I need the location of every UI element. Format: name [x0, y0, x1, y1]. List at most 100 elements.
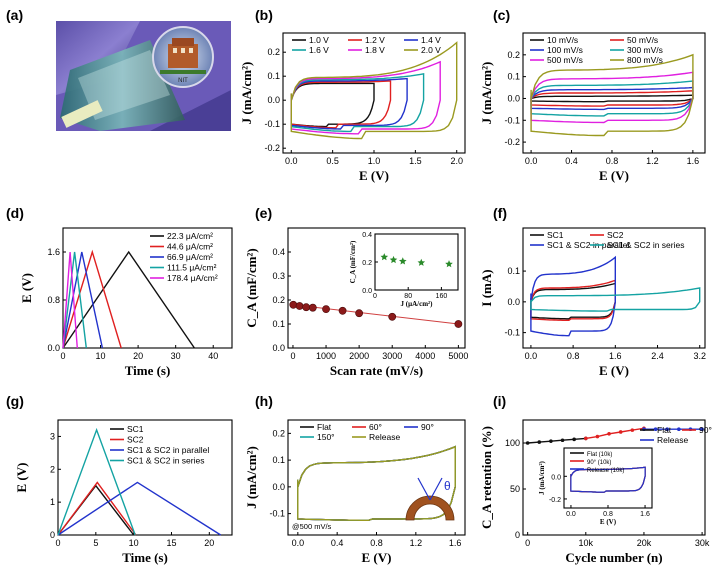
plot-frame-i	[522, 419, 706, 536]
legend-label-c-1: 50 mV/s	[627, 35, 658, 45]
legend-label-i-inset-1: 90° (10k)	[587, 460, 611, 466]
plot-frame-e-inset	[374, 233, 459, 291]
x-axis-label-i-inset: E (V)	[600, 518, 617, 526]
x-tick-label-h-4: 1.6	[449, 538, 462, 548]
legend-label-c-4: 500 mV/s	[547, 55, 583, 65]
y-tick-label-h-2: 0.1	[272, 455, 285, 465]
angle-line-right	[429, 477, 443, 501]
x-tick-label-f-4: 3.2	[693, 351, 706, 361]
y-tick-label-h-0: -0.1	[269, 509, 285, 519]
x-tick-label-e-3: 3000	[382, 351, 402, 361]
x-tick-label-d-3: 30	[171, 351, 181, 361]
angle-line-left	[417, 477, 431, 501]
x-tick-label-e-2: 2000	[349, 351, 369, 361]
charts-layer: 0.0 0.5 1.0 1.5 2.0 -0.2 -0.1 0.0 0.1 0.2 E (V) J (…	[14, 32, 712, 565]
series-b-3	[290, 72, 425, 133]
x-tick-label-e-inset-1: 80	[404, 293, 412, 300]
series-c-0	[530, 94, 694, 103]
point-e-0-5	[338, 306, 347, 315]
legend-label-b-3: 1.6 V	[309, 45, 329, 55]
y-tick-label-i-inset-0: -0.2	[549, 497, 561, 504]
inset-i: 0.0 0.8 1.6 -0.2 0.0 E (V) J (mA/cm²) Flat (10k…	[538, 447, 653, 526]
legend-label-c-5: 800 mV/s	[627, 55, 663, 65]
point-i-2-1	[653, 427, 658, 432]
point-e-0-6	[355, 309, 364, 318]
y-tick-label-h-3: 0.2	[272, 428, 285, 438]
legend-label-f-0: SC1	[547, 230, 564, 240]
y-axis-label-i-inset: J (mA/cm²)	[538, 460, 546, 494]
series-d-1	[62, 249, 122, 349]
x-tick-label-c-0: 0.0	[525, 156, 538, 166]
panel-label-h: (h)	[255, 393, 273, 409]
legend-label-h-1: 60°	[369, 422, 382, 432]
x-axis-label-e: Scan rate (mV/s)	[330, 363, 423, 378]
legend-label-b-2: 1.4 V	[421, 35, 441, 45]
x-tick-label-i-2: 20k	[637, 538, 652, 548]
angle-theta-label: θ	[444, 479, 451, 493]
x-tick-label-b-4: 2.0	[450, 156, 463, 166]
point-e-inset-0-3	[417, 258, 426, 266]
logo-text: NIT	[178, 78, 188, 84]
point-i-0-3	[560, 438, 565, 443]
x-tick-label-g-0: 0	[55, 538, 60, 548]
series-b-0	[290, 82, 375, 128]
y-tick-label-c-2: 0.0	[507, 93, 520, 103]
inset-e: 0 80 160 0.0 0.2 0.4 J (μA/cm²) C_A (mF/cm²)	[349, 232, 459, 308]
y-tick-label-g-2: 2	[50, 464, 55, 474]
panel-label-a: (a)	[6, 7, 23, 23]
y-tick-label-e-inset-2: 0.4	[362, 232, 372, 239]
legend-label-i-inset-0: Flat (10k)	[587, 452, 612, 458]
x-tick-label-c-2: 0.8	[606, 156, 619, 166]
legend-label-c-3: 300 mV/s	[627, 45, 663, 55]
plot-frame-f	[522, 227, 706, 349]
point-e-0-3	[308, 303, 317, 312]
x-tick-label-f-0: 0.0	[525, 351, 538, 361]
y-tick-label-f-0: -0.1	[504, 328, 520, 338]
point-i-2-3	[677, 427, 681, 432]
chart-e: 0 1000 2000 3000 4000 5000 0.0 0.1 0.2 0.3 0.4 Scan…	[244, 227, 468, 378]
y-tick-label-g-0: 0	[50, 530, 55, 540]
y-tick-label-d-0: 0.0	[47, 343, 60, 353]
x-tick-label-h-1: 0.4	[331, 538, 344, 548]
panel-label-f: (f)	[493, 205, 507, 221]
x-tick-label-b-2: 1.0	[368, 156, 381, 166]
y-axis-label-i: C_A retention (%)	[479, 426, 494, 529]
x-tick-label-c-4: 1.6	[687, 156, 700, 166]
series-h-4	[297, 445, 456, 521]
x-tick-label-i-1: 10k	[579, 538, 594, 548]
panel-label-d: (d)	[6, 205, 24, 221]
series-g-3	[57, 427, 136, 536]
annotation-scan-rate: @500 mV/s	[292, 522, 332, 531]
point-i-1-3	[618, 430, 623, 434]
series-i-0	[527, 437, 586, 444]
x-tick-label-d-2: 20	[133, 351, 143, 361]
plot-frame-c	[522, 32, 706, 154]
point-e-0-0	[289, 300, 298, 309]
panel-a-photo: NIT	[56, 21, 231, 131]
chart-b: 0.0 0.5 1.0 1.5 2.0 -0.2 -0.1 0.0 0.1 0.2 E (V) J (…	[239, 32, 466, 183]
x-axis-label-c: E (V)	[599, 168, 629, 183]
plot-frame-d	[62, 227, 233, 349]
x-tick-label-b-1: 0.5	[326, 156, 339, 166]
legend-label-b-4: 1.8 V	[365, 45, 385, 55]
series-d-3	[62, 251, 87, 349]
x-tick-label-e-5: 5000	[448, 351, 468, 361]
point-e-0-2	[302, 303, 311, 312]
point-e-inset-0-0	[380, 253, 389, 261]
fit-line-e	[292, 304, 459, 325]
y-tick-label-e-inset-0: 0.0	[362, 288, 372, 295]
panel-label-e: (e)	[255, 205, 272, 221]
point-i-1-4	[630, 428, 635, 432]
legend-label-g-3: SC1 & SC2 in series	[127, 456, 204, 466]
panel-label-c: (c)	[493, 7, 510, 23]
y-tick-label-c-4: 0.2	[507, 50, 520, 60]
panel-label-i: (i)	[493, 393, 506, 409]
x-tick-label-c-1: 0.4	[565, 156, 578, 166]
series-d-2	[62, 251, 104, 349]
legend-label-h-4: Release	[369, 432, 400, 442]
x-tick-label-g-3: 15	[166, 538, 176, 548]
x-tick-label-e-inset-0: 0	[373, 293, 377, 300]
y-tick-label-b-0: -0.2	[264, 143, 280, 153]
x-tick-label-i-0: 0	[525, 538, 530, 548]
